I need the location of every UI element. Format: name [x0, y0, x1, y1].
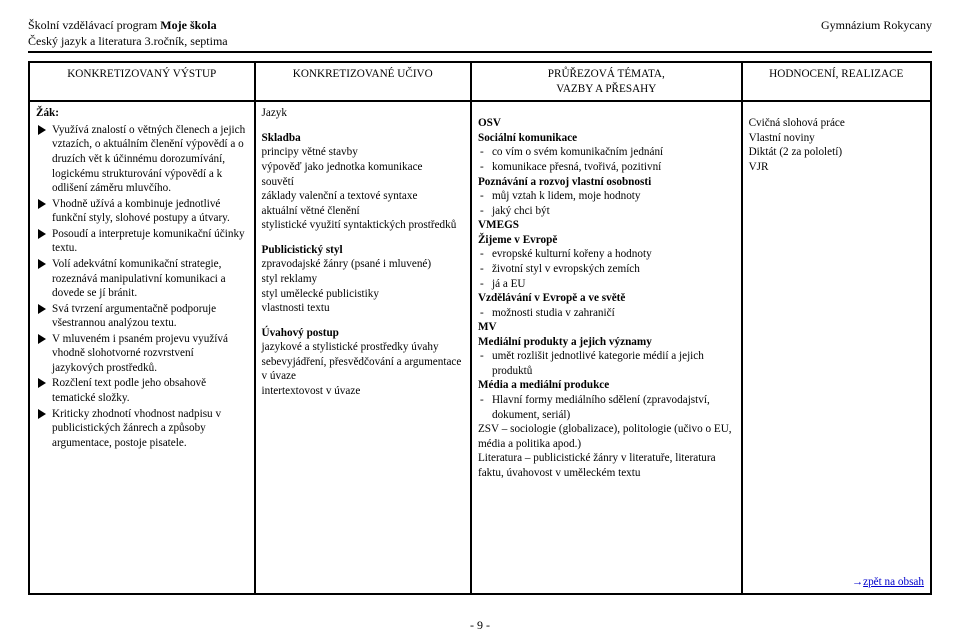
cell-assessment: Cvičná slohová práce Vlastní noviny Dikt…	[742, 101, 931, 594]
header-rule	[28, 51, 932, 53]
theme-list: umět rozlišit jednotlivé kategorie médií…	[478, 349, 735, 378]
content-line: vlastnosti textu	[262, 301, 464, 316]
content-line: stylistické využití syntaktických prostř…	[262, 218, 464, 233]
list-item: Využívá znalostí o větných členech a jej…	[36, 123, 248, 196]
theme-heading: Žijeme v Evropě	[478, 233, 735, 248]
assessment-line: VJR	[749, 160, 924, 175]
list-item: komunikace přesná, tvořivá, pozitivní	[478, 160, 735, 175]
content-line: principy větné stavby	[262, 145, 464, 160]
theme-list: Hlavní formy mediálního sdělení (zpravod…	[478, 393, 735, 422]
col-header-content: KONKRETIZOVANÉ UČIVO	[255, 62, 471, 101]
list-item: co vím o svém komunikačním jednání	[478, 145, 735, 160]
header-program-name: Moje škola	[160, 18, 216, 32]
theme-heading: Média a mediální produkce	[478, 378, 735, 393]
theme-heading: OSV	[478, 116, 735, 131]
content-line: základy valenční a textové syntaxe	[262, 189, 464, 204]
back-to-contents-link[interactable]: zpět na obsah	[863, 576, 924, 588]
list-item: Volí adekvátní komunikační strategie, ro…	[36, 257, 248, 301]
list-item: V mluveném i psaném projevu využívá vhod…	[36, 332, 248, 376]
assessment-line: Vlastní noviny	[749, 131, 924, 146]
theme-heading: MV	[478, 320, 735, 335]
content-line: sebevyjádření, přesvědčování a argumenta…	[262, 355, 464, 384]
theme-list: evropské kulturní kořeny a hodnoty život…	[478, 247, 735, 291]
student-lead: Žák:	[36, 107, 59, 119]
content-line: jazykové a stylistické prostředky úvahy	[262, 340, 464, 355]
table-row: Žák: Využívá znalostí o větných členech …	[29, 101, 931, 594]
col-header-assessment: HODNOCENÍ, REALIZACE	[742, 62, 931, 101]
theme-heading: Poznávání a rozvoj vlastní osobnosti	[478, 175, 735, 190]
arrow-icon: →	[852, 576, 863, 588]
list-item: umět rozlišit jednotlivé kategorie médií…	[478, 349, 735, 378]
content-line: intertextovost v úvaze	[262, 384, 464, 399]
content-line: styl umělecké publicistiky	[262, 287, 464, 302]
cell-content: Jazyk Skladba principy větné stavby výpo…	[255, 101, 471, 594]
list-item: možnosti studia v zahraničí	[478, 306, 735, 321]
content-heading: Úvahový postup	[262, 326, 464, 341]
list-item: Rozčlení text podle jeho obsahově temati…	[36, 376, 248, 405]
theme-list: můj vztah k lidem, moje hodnoty jaký chc…	[478, 189, 735, 218]
cell-themes: OSV Sociální komunikace co vím o svém ko…	[471, 101, 742, 594]
content-line: zpravodajské žánry (psané i mluvené)	[262, 257, 464, 272]
list-item: evropské kulturní kořeny a hodnoty	[478, 247, 735, 262]
col-header-output: KONKRETIZOVANÝ VÝSTUP	[29, 62, 255, 101]
table-header-row: KONKRETIZOVANÝ VÝSTUP KONKRETIZOVANÉ UČI…	[29, 62, 931, 101]
theme-heading: VMEGS	[478, 218, 735, 233]
list-item: Posoudí a interpretuje komunikační účink…	[36, 227, 248, 256]
theme-tail: ZSV – sociologie (globalizace), politolo…	[478, 422, 735, 480]
content-line: styl reklamy	[262, 272, 464, 287]
theme-list: možnosti studia v zahraničí	[478, 306, 735, 321]
list-item: Svá tvrzení argumentačně podporuje všest…	[36, 302, 248, 331]
theme-heading: Mediální produkty a jejich významy	[478, 335, 735, 350]
content-line: souvětí	[262, 175, 464, 190]
list-item: můj vztah k lidem, moje hodnoty	[478, 189, 735, 204]
list-item: Kriticky zhodnotí vhodnost nadpisu v pub…	[36, 407, 248, 451]
content-line: výpověď jako jednotka komunikace	[262, 160, 464, 175]
theme-heading: Sociální komunikace	[478, 131, 735, 146]
curriculum-table: KONKRETIZOVANÝ VÝSTUP KONKRETIZOVANÉ UČI…	[28, 61, 932, 595]
list-item: Vhodně užívá a kombinuje jednotlivé funk…	[36, 197, 248, 226]
header-subject: Český jazyk a literatura 3.ročník, septi…	[28, 34, 228, 48]
list-item: Hlavní formy mediálního sdělení (zpravod…	[478, 393, 735, 422]
content-line: aktuální větné členění	[262, 204, 464, 219]
content-heading: Publicistický styl	[262, 243, 464, 258]
assessment-line: Cvičná slohová práce	[749, 116, 924, 131]
theme-heading: Vzdělávání v Evropě a ve světě	[478, 291, 735, 306]
page-number: - 9 -	[0, 618, 960, 633]
header-left: Školní vzdělávací program Moje škola Čes…	[28, 18, 228, 49]
output-list: Využívá znalostí o větných členech a jej…	[36, 123, 248, 450]
header-right: Gymnázium Rokycany	[821, 18, 932, 49]
assessment-line: Diktát (2 za pololetí)	[749, 145, 924, 160]
list-item: jaký chci být	[478, 204, 735, 219]
header-program-prefix: Školní vzdělávací program	[28, 18, 160, 32]
col-header-themes: PRŮŘEZOVÁ TÉMATA,VAZBY A PŘESAHY	[471, 62, 742, 101]
content-heading: Skladba	[262, 131, 464, 146]
list-item: já a EU	[478, 277, 735, 292]
cell-output: Žák: Využívá znalostí o větných členech …	[29, 101, 255, 594]
content-heading: Jazyk	[262, 106, 464, 121]
page-header: Školní vzdělávací program Moje škola Čes…	[28, 18, 932, 49]
theme-list: co vím o svém komunikačním jednání komun…	[478, 145, 735, 174]
list-item: životní styl v evropských zemích	[478, 262, 735, 277]
